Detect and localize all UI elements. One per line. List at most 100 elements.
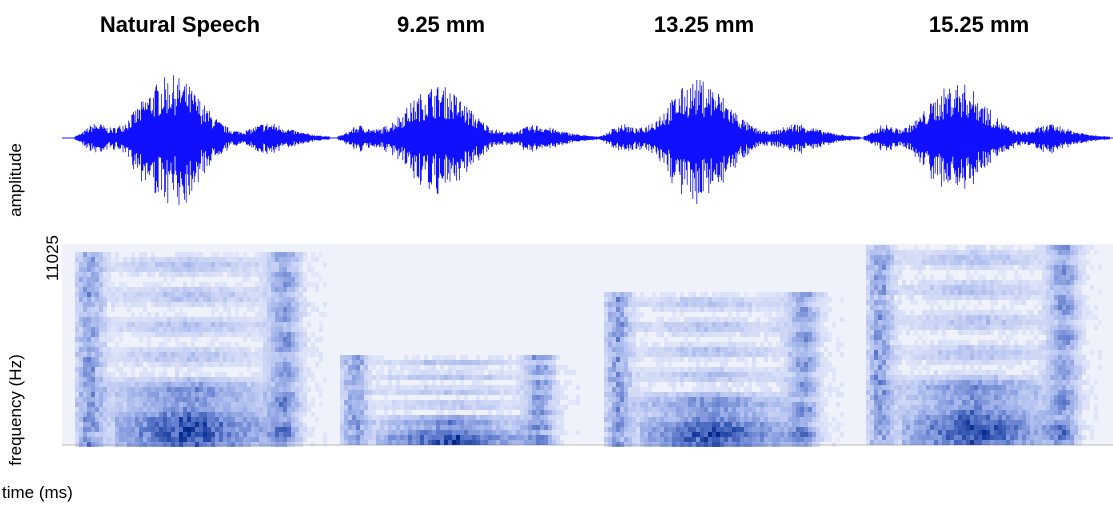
spectrogram-cell	[295, 432, 299, 437]
spectrogram-cell	[219, 257, 223, 262]
spectrogram-cell	[624, 387, 628, 392]
spectrogram-cell	[83, 337, 87, 342]
spectrogram-cell	[119, 352, 123, 357]
spectrogram-cell	[664, 432, 668, 437]
spectrogram-cell	[183, 282, 187, 287]
spectrogram-cell	[604, 347, 608, 352]
spectrogram-cell	[307, 407, 311, 412]
spectrogram-cell	[808, 377, 812, 382]
spectrogram-cell	[804, 307, 808, 312]
spectrogram-cell	[303, 422, 307, 427]
spectrogram-cell	[898, 295, 902, 300]
spectrogram-cell	[520, 440, 524, 445]
spectrogram-cell	[648, 327, 652, 332]
spectrogram-cell	[432, 405, 436, 410]
spectrogram-cell	[283, 332, 287, 337]
spectrogram-cell	[668, 357, 672, 362]
spectrogram-cell	[83, 357, 87, 362]
spectrogram-cell	[692, 352, 696, 357]
spectrogram-cell	[874, 340, 878, 345]
spectrogram-cell	[652, 392, 656, 397]
spectrogram-cell	[644, 417, 648, 422]
spectrogram-cell	[820, 292, 824, 297]
spectrogram-cell	[159, 287, 163, 292]
spectrogram-cell	[680, 357, 684, 362]
spectrogram-cell	[628, 297, 632, 302]
spectrogram-cell	[115, 382, 119, 387]
spectrogram-cell	[263, 432, 267, 437]
spectrogram-cell	[267, 442, 271, 447]
spectrogram-cell	[692, 302, 696, 307]
spectrogram-cell	[870, 385, 874, 390]
spectrogram-cell	[824, 357, 828, 362]
spectrogram-cell	[319, 337, 323, 342]
spectrogram-cell	[91, 332, 95, 337]
spectrogram-cell	[720, 302, 724, 307]
spectrogram-cell	[544, 430, 548, 435]
spectrogram-cell	[764, 327, 768, 332]
spectrogram-cell	[688, 307, 692, 312]
spectrogram-cell	[500, 415, 504, 420]
spectrogram-cell	[632, 342, 636, 347]
spectrogram-cell	[660, 307, 664, 312]
spectrogram-cell	[882, 440, 886, 445]
spectrogram-cell	[752, 437, 756, 442]
spectrogram-cell	[812, 427, 816, 432]
spectrogram-cell	[628, 342, 632, 347]
spectrogram-cell	[468, 365, 472, 370]
spectrogram-cell	[720, 317, 724, 322]
spectrogram-cell	[680, 372, 684, 377]
spectrogram-cell	[692, 372, 696, 377]
spectrogram-cell	[267, 292, 271, 297]
spectrogram-cell	[692, 377, 696, 382]
spectrogram-cell	[692, 397, 696, 402]
spectrogram-cell	[672, 392, 676, 397]
spectrogram-cell	[271, 422, 275, 427]
spectrogram-cell	[115, 357, 119, 362]
spectrogram-cell	[604, 382, 608, 387]
spectrogram-cell	[75, 407, 79, 412]
spectrogram-cell	[756, 302, 760, 307]
spectrogram-cell	[688, 437, 692, 442]
spectrogram-cell	[544, 420, 548, 425]
spectrogram-cell	[275, 432, 279, 437]
spectrogram-cell	[279, 287, 283, 292]
spectrogram-cell	[820, 317, 824, 322]
spectrogram-cell	[404, 415, 408, 420]
spectrogram-cell	[656, 347, 660, 352]
spectrogram-cell	[167, 327, 171, 332]
spectrogram-cell	[640, 342, 644, 347]
spectrogram-cell	[87, 327, 91, 332]
spectrogram-cell	[79, 262, 83, 267]
spectrogram-cell	[420, 420, 424, 425]
spectrogram-cell	[878, 250, 882, 255]
spectrogram-cell	[528, 430, 532, 435]
spectrogram-cell	[886, 275, 890, 280]
spectrogram-cell	[696, 392, 700, 397]
spectrogram-cell	[772, 407, 776, 412]
spectrogram-cell	[894, 245, 898, 250]
spectrogram-cell	[299, 322, 303, 327]
spectrogram-cell	[195, 437, 199, 442]
spectrogram-cell	[263, 352, 267, 357]
spectrogram-cell	[291, 327, 295, 332]
spectrogram-cell	[352, 380, 356, 385]
spectrogram-cell	[147, 337, 151, 342]
spectrogram-cell	[472, 430, 476, 435]
spectrogram-cell	[752, 342, 756, 347]
spectrogram-cell	[812, 377, 816, 382]
spectrogram-cell	[644, 402, 648, 407]
spectrogram-cell	[235, 307, 239, 312]
spectrogram-cell	[191, 357, 195, 362]
spectrogram-cell	[95, 442, 99, 447]
spectrogram-cell	[400, 370, 404, 375]
spectrogram-cell	[866, 415, 870, 420]
spectrogram-cell	[460, 425, 464, 430]
spectrogram-cell	[163, 422, 167, 427]
spectrogram-cell	[520, 405, 524, 410]
spectrogram-cell	[279, 262, 283, 267]
spectrogram-cell	[752, 367, 756, 372]
spectrogram-cell	[91, 267, 95, 272]
spectrogram-cell	[668, 342, 672, 347]
spectrogram-cell	[800, 362, 804, 367]
